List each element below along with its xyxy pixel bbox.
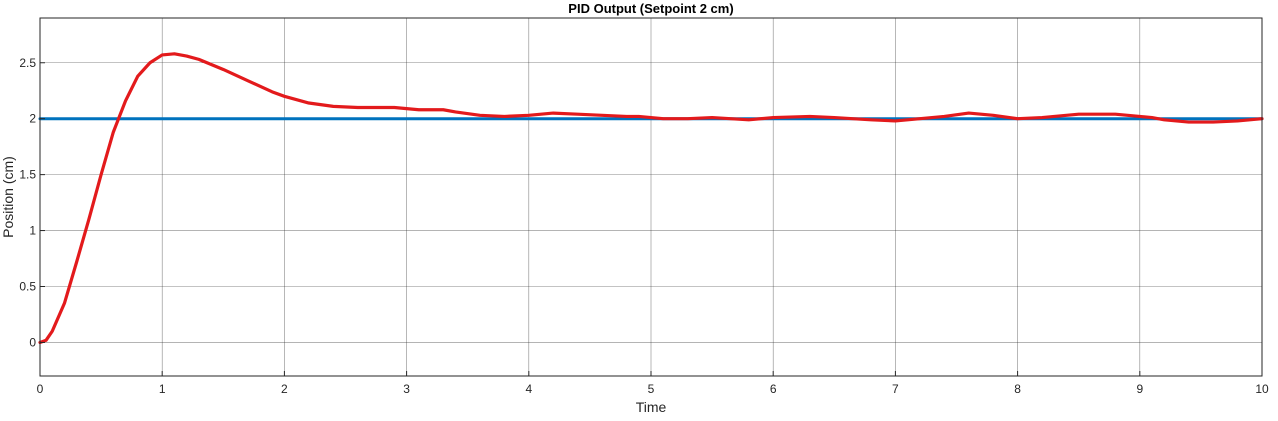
x-tick-label: 1 — [159, 382, 166, 396]
x-tick-label: 5 — [648, 382, 655, 396]
y-tick-label: 1 — [29, 224, 36, 238]
x-axis-label: Time — [636, 399, 667, 415]
x-tick-label: 6 — [770, 382, 777, 396]
x-tick-label: 10 — [1255, 382, 1269, 396]
x-tick-label: 0 — [37, 382, 44, 396]
y-axis-label: Position (cm) — [0, 156, 16, 238]
x-tick-label: 9 — [1136, 382, 1143, 396]
y-tick-label: 2.5 — [19, 56, 36, 70]
x-tick-label: 3 — [403, 382, 410, 396]
y-tick-label: 2 — [29, 112, 36, 126]
tick-labels: 0 1 2 3 4 5 6 7 8 9 10 0 0.5 1 1.5 2 2.5 — [19, 56, 1269, 396]
grid — [39, 18, 1263, 376]
response-line — [38, 52, 1264, 345]
y-tick-label: 1.5 — [19, 168, 36, 182]
x-tick-label: 8 — [1014, 382, 1021, 396]
x-tick-label: 4 — [525, 382, 532, 396]
chart-title: PID Output (Setpoint 2 cm) — [568, 1, 733, 16]
x-tick-label: 7 — [892, 382, 899, 396]
x-tick-label: 2 — [281, 382, 288, 396]
y-tick-label: 0 — [29, 335, 36, 349]
series-layer — [38, 52, 1264, 345]
y-tick-label: 0.5 — [19, 280, 36, 294]
